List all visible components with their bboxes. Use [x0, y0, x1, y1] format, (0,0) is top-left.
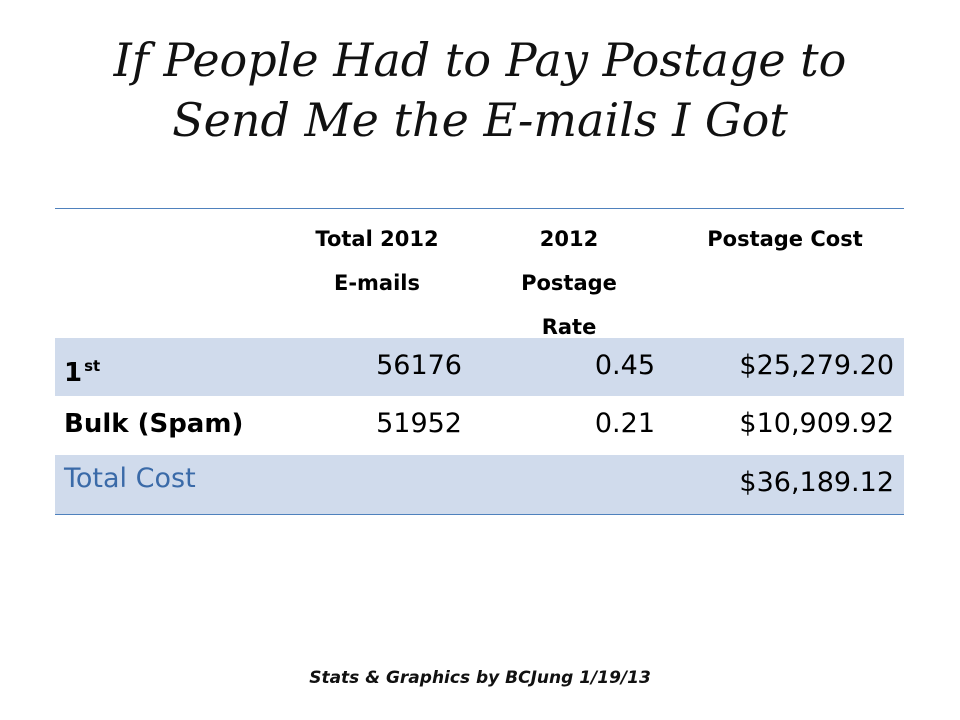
credit-line: Stats & Graphics by BCJung 1/19/13 — [309, 668, 651, 688]
header-postage-rate-line1: 2012 — [539, 227, 599, 251]
header-total-emails-line1: Total 2012 — [315, 227, 439, 251]
slide-title-line2: Send Me the E-mails I Got — [172, 93, 788, 147]
cell-cost: $10,909.92 — [739, 408, 894, 439]
total-cost: $36,189.12 — [739, 467, 894, 498]
slide-title-line1: If People Had to Pay Postage to — [113, 33, 847, 87]
header-postage-cost-line1: Postage Cost — [707, 227, 863, 251]
table-row: Bulk (Spam) 51952 0.21 $10,909.92 — [55, 396, 904, 455]
cell-rate: 0.45 — [594, 350, 655, 381]
slide-title: If People Had to Pay Postage to Send Me … — [0, 30, 960, 150]
cell-emails: 51952 — [376, 408, 462, 439]
total-label: Total Cost — [64, 463, 196, 494]
postage-table: Total 2012 E-mails 2012 Postage Rate Pos… — [55, 208, 904, 515]
header-postage-cost: Postage Cost — [690, 217, 880, 261]
cell-cost: $25,279.20 — [739, 350, 894, 381]
row-label-text: 1 — [64, 358, 83, 388]
row-label-superscript: st — [84, 357, 101, 375]
cell-emails: 56176 — [376, 350, 462, 381]
table-header-row: Total 2012 E-mails 2012 Postage Rate Pos… — [55, 209, 904, 339]
header-total-emails-line2: E-mails — [333, 271, 420, 295]
row-label: Bulk (Spam) — [64, 409, 244, 439]
cell-rate: 0.21 — [594, 408, 655, 439]
header-postage-rate-line3: Rate — [541, 315, 597, 339]
header-total-emails: Total 2012 E-mails — [302, 217, 452, 305]
header-postage-rate-line2: Postage — [521, 271, 617, 295]
header-postage-rate: 2012 Postage Rate — [499, 217, 639, 349]
table-total-row: Total Cost $36,189.12 — [55, 455, 904, 514]
